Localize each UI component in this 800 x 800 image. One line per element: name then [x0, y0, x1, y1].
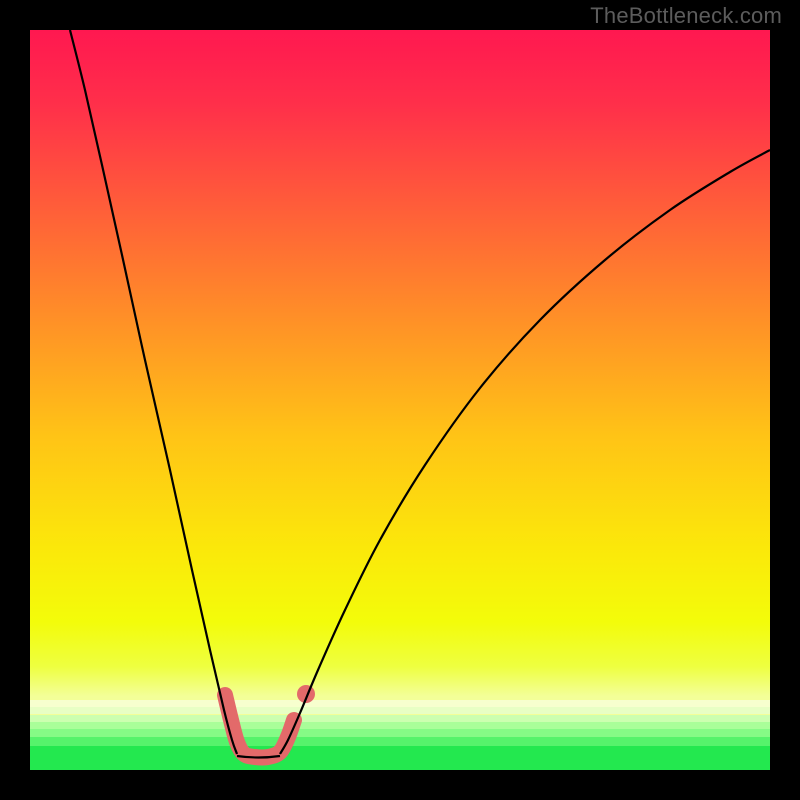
curve-layer	[30, 30, 770, 770]
watermark-text: TheBottleneck.com	[590, 3, 782, 29]
curve-left-branch	[70, 30, 237, 754]
plot-area	[30, 30, 770, 770]
chart-stage: TheBottleneck.com	[0, 0, 800, 800]
curve-right-branch	[280, 150, 770, 754]
